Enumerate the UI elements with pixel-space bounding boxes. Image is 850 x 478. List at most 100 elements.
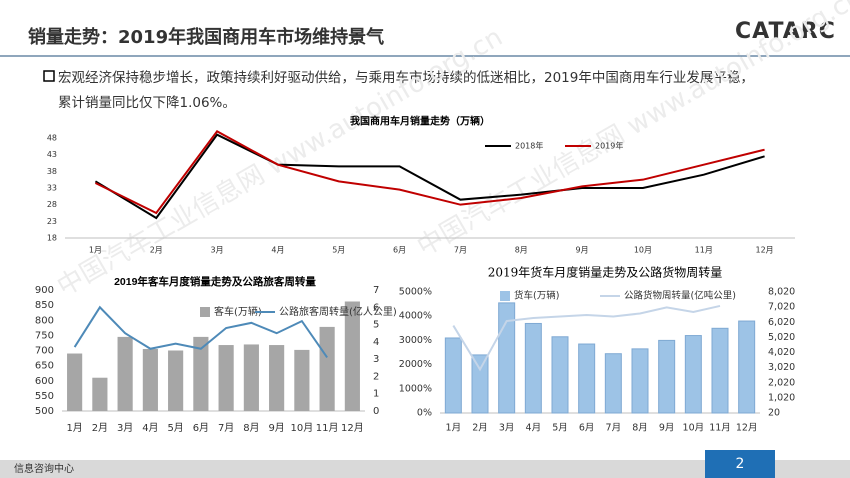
- y-tick-label: 650: [35, 361, 54, 372]
- x-tick-label: 12月: [755, 246, 773, 255]
- footer-org: 信息咨询中心: [14, 462, 74, 475]
- x-tick-label: 1月: [446, 423, 462, 434]
- bar: [498, 302, 516, 414]
- y-tick-label: 550: [35, 391, 54, 402]
- y2-tick-label: 6,020: [768, 317, 795, 328]
- bar: [578, 343, 596, 414]
- bar: [631, 348, 649, 414]
- legend-swatch: [500, 291, 510, 301]
- x-tick-label: 9月: [659, 423, 675, 434]
- y2-tick-label: 5: [373, 320, 379, 331]
- y2-tick-label: 2,020: [768, 377, 795, 388]
- bar: [711, 327, 729, 414]
- y2-tick-label: 1,020: [768, 392, 795, 403]
- x-tick-label: 11月: [695, 246, 713, 255]
- chart-title: 2019年客车月度销量走势及公路旅客周转量: [114, 275, 316, 288]
- bar: [243, 344, 259, 411]
- x-tick-label: 8月: [243, 422, 259, 434]
- x-tick-label: 12月: [736, 423, 758, 434]
- x-tick-label: 1月: [66, 422, 82, 434]
- y-tick-label: 800: [35, 315, 54, 326]
- y-tick-label: 18: [47, 234, 57, 243]
- bar: [218, 345, 234, 411]
- x-tick-label: 3月: [117, 422, 133, 434]
- y-tick-label: 500: [35, 406, 54, 417]
- y-tick-label: 4000%: [399, 311, 432, 322]
- bullet-icon: [43, 70, 55, 82]
- x-tick-label: 8月: [515, 246, 528, 255]
- x-tick-label: 9月: [268, 422, 284, 434]
- y-tick-label: 3000%: [399, 335, 432, 346]
- y-tick-label: 33: [47, 184, 57, 193]
- y-tick-label: 38: [47, 167, 57, 176]
- x-tick-label: 4月: [142, 422, 158, 434]
- bar: [168, 350, 184, 411]
- x-tick-label: 6月: [579, 423, 595, 434]
- bar: [319, 326, 335, 411]
- y-tick-label: 900: [35, 285, 54, 296]
- footer-bar: [0, 460, 850, 478]
- bar: [92, 377, 108, 411]
- logo: CATARC: [735, 19, 836, 44]
- bullet-text: 累计销量同比仅下降1.06%。: [58, 95, 236, 111]
- y-tick-label: 28: [47, 200, 57, 209]
- x-tick-label: 11月: [316, 422, 339, 434]
- y-tick-label: 600: [35, 376, 54, 387]
- page-number: 2: [736, 456, 745, 472]
- line-series: [94, 133, 765, 220]
- x-tick-label: 3月: [211, 246, 224, 255]
- bar: [524, 322, 542, 414]
- bar: [444, 337, 462, 414]
- y2-tick-label: 6: [373, 302, 379, 313]
- y2-tick-label: 8,020: [768, 287, 795, 298]
- x-tick-label: 6月: [393, 246, 406, 255]
- y-tick-label: 5000%: [399, 287, 432, 298]
- x-tick-label: 7月: [218, 422, 234, 434]
- x-tick-label: 12月: [341, 422, 364, 434]
- x-tick-label: 5月: [167, 422, 183, 434]
- x-tick-label: 6月: [193, 422, 209, 434]
- x-tick-label: 10月: [634, 246, 652, 255]
- y-tick-label: 750: [35, 330, 54, 341]
- chart-title: 2019年货车月度销量走势及公路货物周转量: [488, 265, 723, 280]
- x-tick-label: 4月: [526, 423, 542, 434]
- legend-label: 公路旅客周转量(亿人公里): [279, 305, 397, 318]
- x-tick-label: 10月: [683, 423, 705, 434]
- bar: [142, 348, 158, 411]
- y-tick-label: 0%: [417, 408, 432, 419]
- y2-tick-label: 5,020: [768, 332, 795, 343]
- page-box: [705, 450, 775, 478]
- x-tick-label: 7月: [606, 423, 622, 434]
- slide-title: 销量走势：2019年我国商用车市场维持景气: [28, 26, 384, 48]
- legend-label: 2019年: [595, 141, 623, 151]
- x-tick-label: 9月: [576, 246, 589, 255]
- legend-swatch: [200, 307, 210, 317]
- chart-title: 我国商用车月销量走势（万辆）: [350, 115, 490, 128]
- y2-tick-label: 7,020: [768, 302, 795, 313]
- legend-label: 客车(万辆): [214, 305, 262, 318]
- y-tick-label: 700: [35, 346, 54, 357]
- y2-tick-label: 20: [768, 408, 780, 419]
- bar: [294, 349, 310, 411]
- bar: [604, 353, 622, 414]
- bar: [344, 301, 360, 411]
- y2-tick-label: 3: [373, 354, 379, 365]
- bar: [684, 335, 702, 414]
- y-tick-label: 23: [47, 217, 57, 226]
- y2-tick-label: 0: [373, 406, 379, 417]
- y2-tick-label: 1: [373, 389, 379, 400]
- bar: [117, 336, 133, 411]
- line-series: [452, 304, 721, 372]
- y-tick-label: 850: [35, 300, 54, 311]
- x-tick-label: 2月: [150, 246, 163, 255]
- x-tick-label: 2月: [92, 422, 108, 434]
- legend-label: 2018年: [515, 141, 543, 151]
- x-tick-label: 1月: [89, 246, 102, 255]
- y2-tick-label: 4: [373, 337, 379, 348]
- line-series: [94, 130, 765, 215]
- bar: [658, 339, 676, 414]
- x-tick-label: 10月: [291, 422, 314, 434]
- bar: [269, 345, 285, 411]
- bar: [551, 336, 569, 414]
